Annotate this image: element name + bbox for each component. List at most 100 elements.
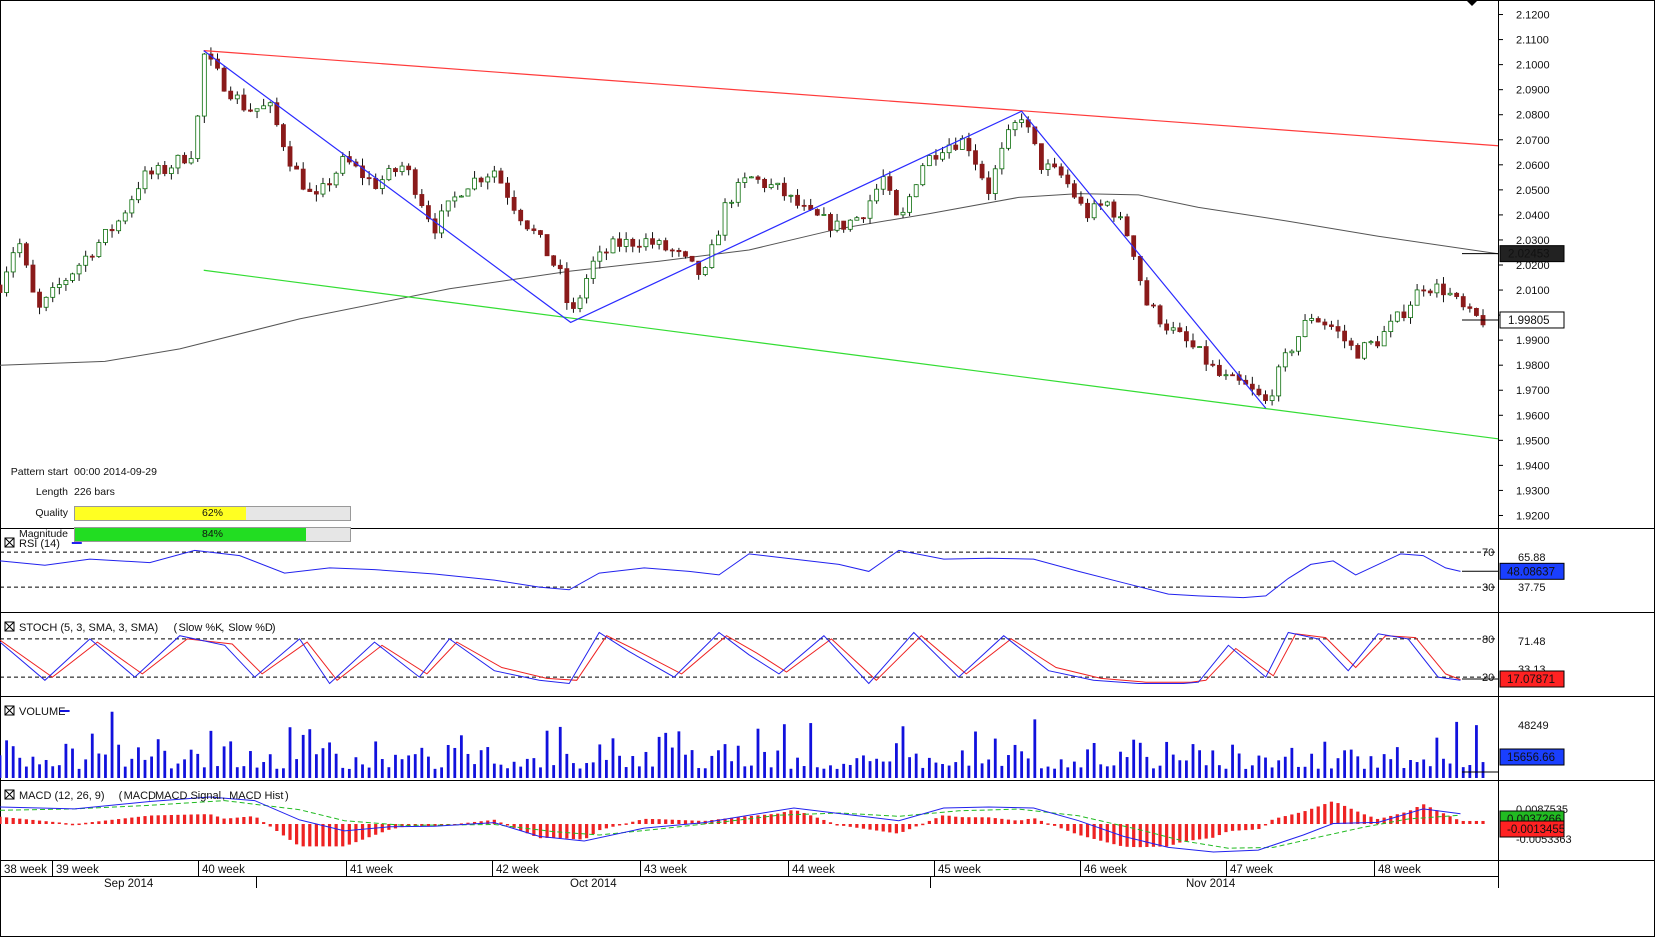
- macd-hist-bar: [842, 824, 846, 826]
- candle-body: [814, 209, 820, 216]
- macd-hist-bar: [0, 816, 2, 824]
- macd-hist-bar: [505, 824, 510, 826]
- pattern-start-label: Pattern start: [10, 466, 68, 478]
- macd-hist-bar: [617, 824, 622, 826]
- volume-bar: [868, 761, 872, 778]
- volume-bar: [1165, 741, 1169, 778]
- volume-bar: [189, 749, 193, 778]
- candle-body: [162, 165, 168, 174]
- macd-hist-bar: [894, 824, 899, 834]
- macd-legend-item: MACD Signal: [155, 790, 221, 802]
- macd-close-icon-cross: [4, 789, 15, 800]
- candle-body: [874, 188, 880, 202]
- candle-body: [465, 188, 471, 197]
- candle-body: [1006, 129, 1011, 149]
- macd-hist-bar: [1178, 824, 1182, 843]
- macd-hist-bar: [1112, 824, 1116, 845]
- macd-hist-bar: [1026, 818, 1030, 824]
- macd-hist-bar: [268, 824, 272, 827]
- volume-bar: [328, 742, 331, 778]
- volume-bar: [947, 765, 951, 778]
- macd-hist-bar: [815, 817, 819, 824]
- candle-body: [1104, 201, 1110, 206]
- macd-hist-bar: [1066, 824, 1070, 831]
- macd-hist-bar: [1316, 806, 1320, 824]
- macd-hist-bar: [472, 821, 477, 824]
- macd-hist-bar: [650, 819, 655, 824]
- volume-bar: [789, 768, 793, 778]
- volume-bar: [183, 759, 186, 778]
- candle-body: [1355, 345, 1361, 359]
- volume-bar: [255, 767, 259, 778]
- volume-bar: [1231, 744, 1234, 778]
- scroll-arrow-icon: [1466, 0, 1478, 6]
- candle-body: [83, 255, 89, 266]
- candle-body: [630, 238, 636, 247]
- candle-body: [30, 264, 36, 293]
- macd-hist-bar: [822, 819, 826, 824]
- candle-body: [1348, 340, 1354, 346]
- volume-bar: [1079, 767, 1083, 778]
- macd-hist-bar: [954, 816, 958, 824]
- volume-bar: [1158, 765, 1162, 778]
- macd-hist-bar: [571, 824, 576, 840]
- volume-bar: [1244, 768, 1248, 778]
- volume-bar: [756, 728, 760, 778]
- macd-hist-bar: [347, 824, 351, 845]
- candle-body: [327, 183, 332, 186]
- ma-price-tag-box: [1499, 245, 1565, 263]
- volume-tick-label: 48249: [1518, 720, 1549, 732]
- macd-hist-bar: [591, 824, 595, 835]
- macd-hist-bar: [51, 821, 55, 824]
- current-price-tag-text: 1.99805: [1508, 315, 1550, 327]
- magnitude-value: 84%: [201, 528, 223, 540]
- candle-body: [17, 243, 23, 254]
- macd-hist-bar: [196, 814, 200, 824]
- macd-hist-bar: [1448, 816, 1452, 824]
- macd-hist-bar: [169, 815, 173, 824]
- volume-bar: [202, 767, 206, 778]
- candle-body: [274, 102, 280, 126]
- macd-hist-bar: [1099, 824, 1103, 841]
- macd-hist-bar: [11, 818, 15, 824]
- macd-hist-bar: [776, 813, 780, 824]
- volume-bar: [334, 753, 338, 778]
- volume-bar: [143, 759, 147, 778]
- macd-hist-bar: [222, 818, 226, 824]
- candle-body: [340, 156, 346, 174]
- price-tick-label: 1.9200: [1516, 510, 1550, 522]
- macd-hist-bar: [1422, 804, 1426, 824]
- macd-hist-bar: [730, 817, 734, 824]
- candle-body: [1427, 290, 1433, 294]
- volume-bar: [1290, 747, 1294, 778]
- candle-body: [215, 58, 220, 69]
- candle-body: [1184, 331, 1189, 342]
- volume-bar: [941, 764, 944, 778]
- candle-body: [518, 209, 524, 222]
- volume-bar: [90, 733, 94, 778]
- macd-hist-bar: [492, 819, 496, 824]
- price-tick-label: 2.0800: [1516, 110, 1550, 122]
- macd-hist-bar: [1059, 824, 1063, 829]
- volume-bar: [374, 741, 378, 778]
- volume-bar: [1323, 741, 1327, 778]
- volume-bar: [1125, 757, 1129, 778]
- candle-body: [1302, 319, 1308, 338]
- macd-hist-bar: [512, 824, 516, 828]
- macd-hist-bar: [1230, 824, 1235, 831]
- candle-body: [920, 165, 926, 186]
- volume-bar: [987, 759, 991, 778]
- volume-bar: [176, 763, 180, 778]
- rsi-level-label: 30: [1482, 582, 1494, 594]
- macd-hist-bar: [716, 819, 721, 824]
- macd-hist-bar: [1033, 818, 1037, 824]
- candle-body: [696, 260, 702, 275]
- volume-bar: [130, 758, 134, 778]
- candle-body: [406, 165, 412, 171]
- volume-bar: [578, 768, 582, 778]
- macd-hist-bar: [1184, 824, 1189, 841]
- candle-body: [261, 105, 267, 110]
- candle-body: [729, 201, 735, 204]
- candle-body: [973, 150, 978, 165]
